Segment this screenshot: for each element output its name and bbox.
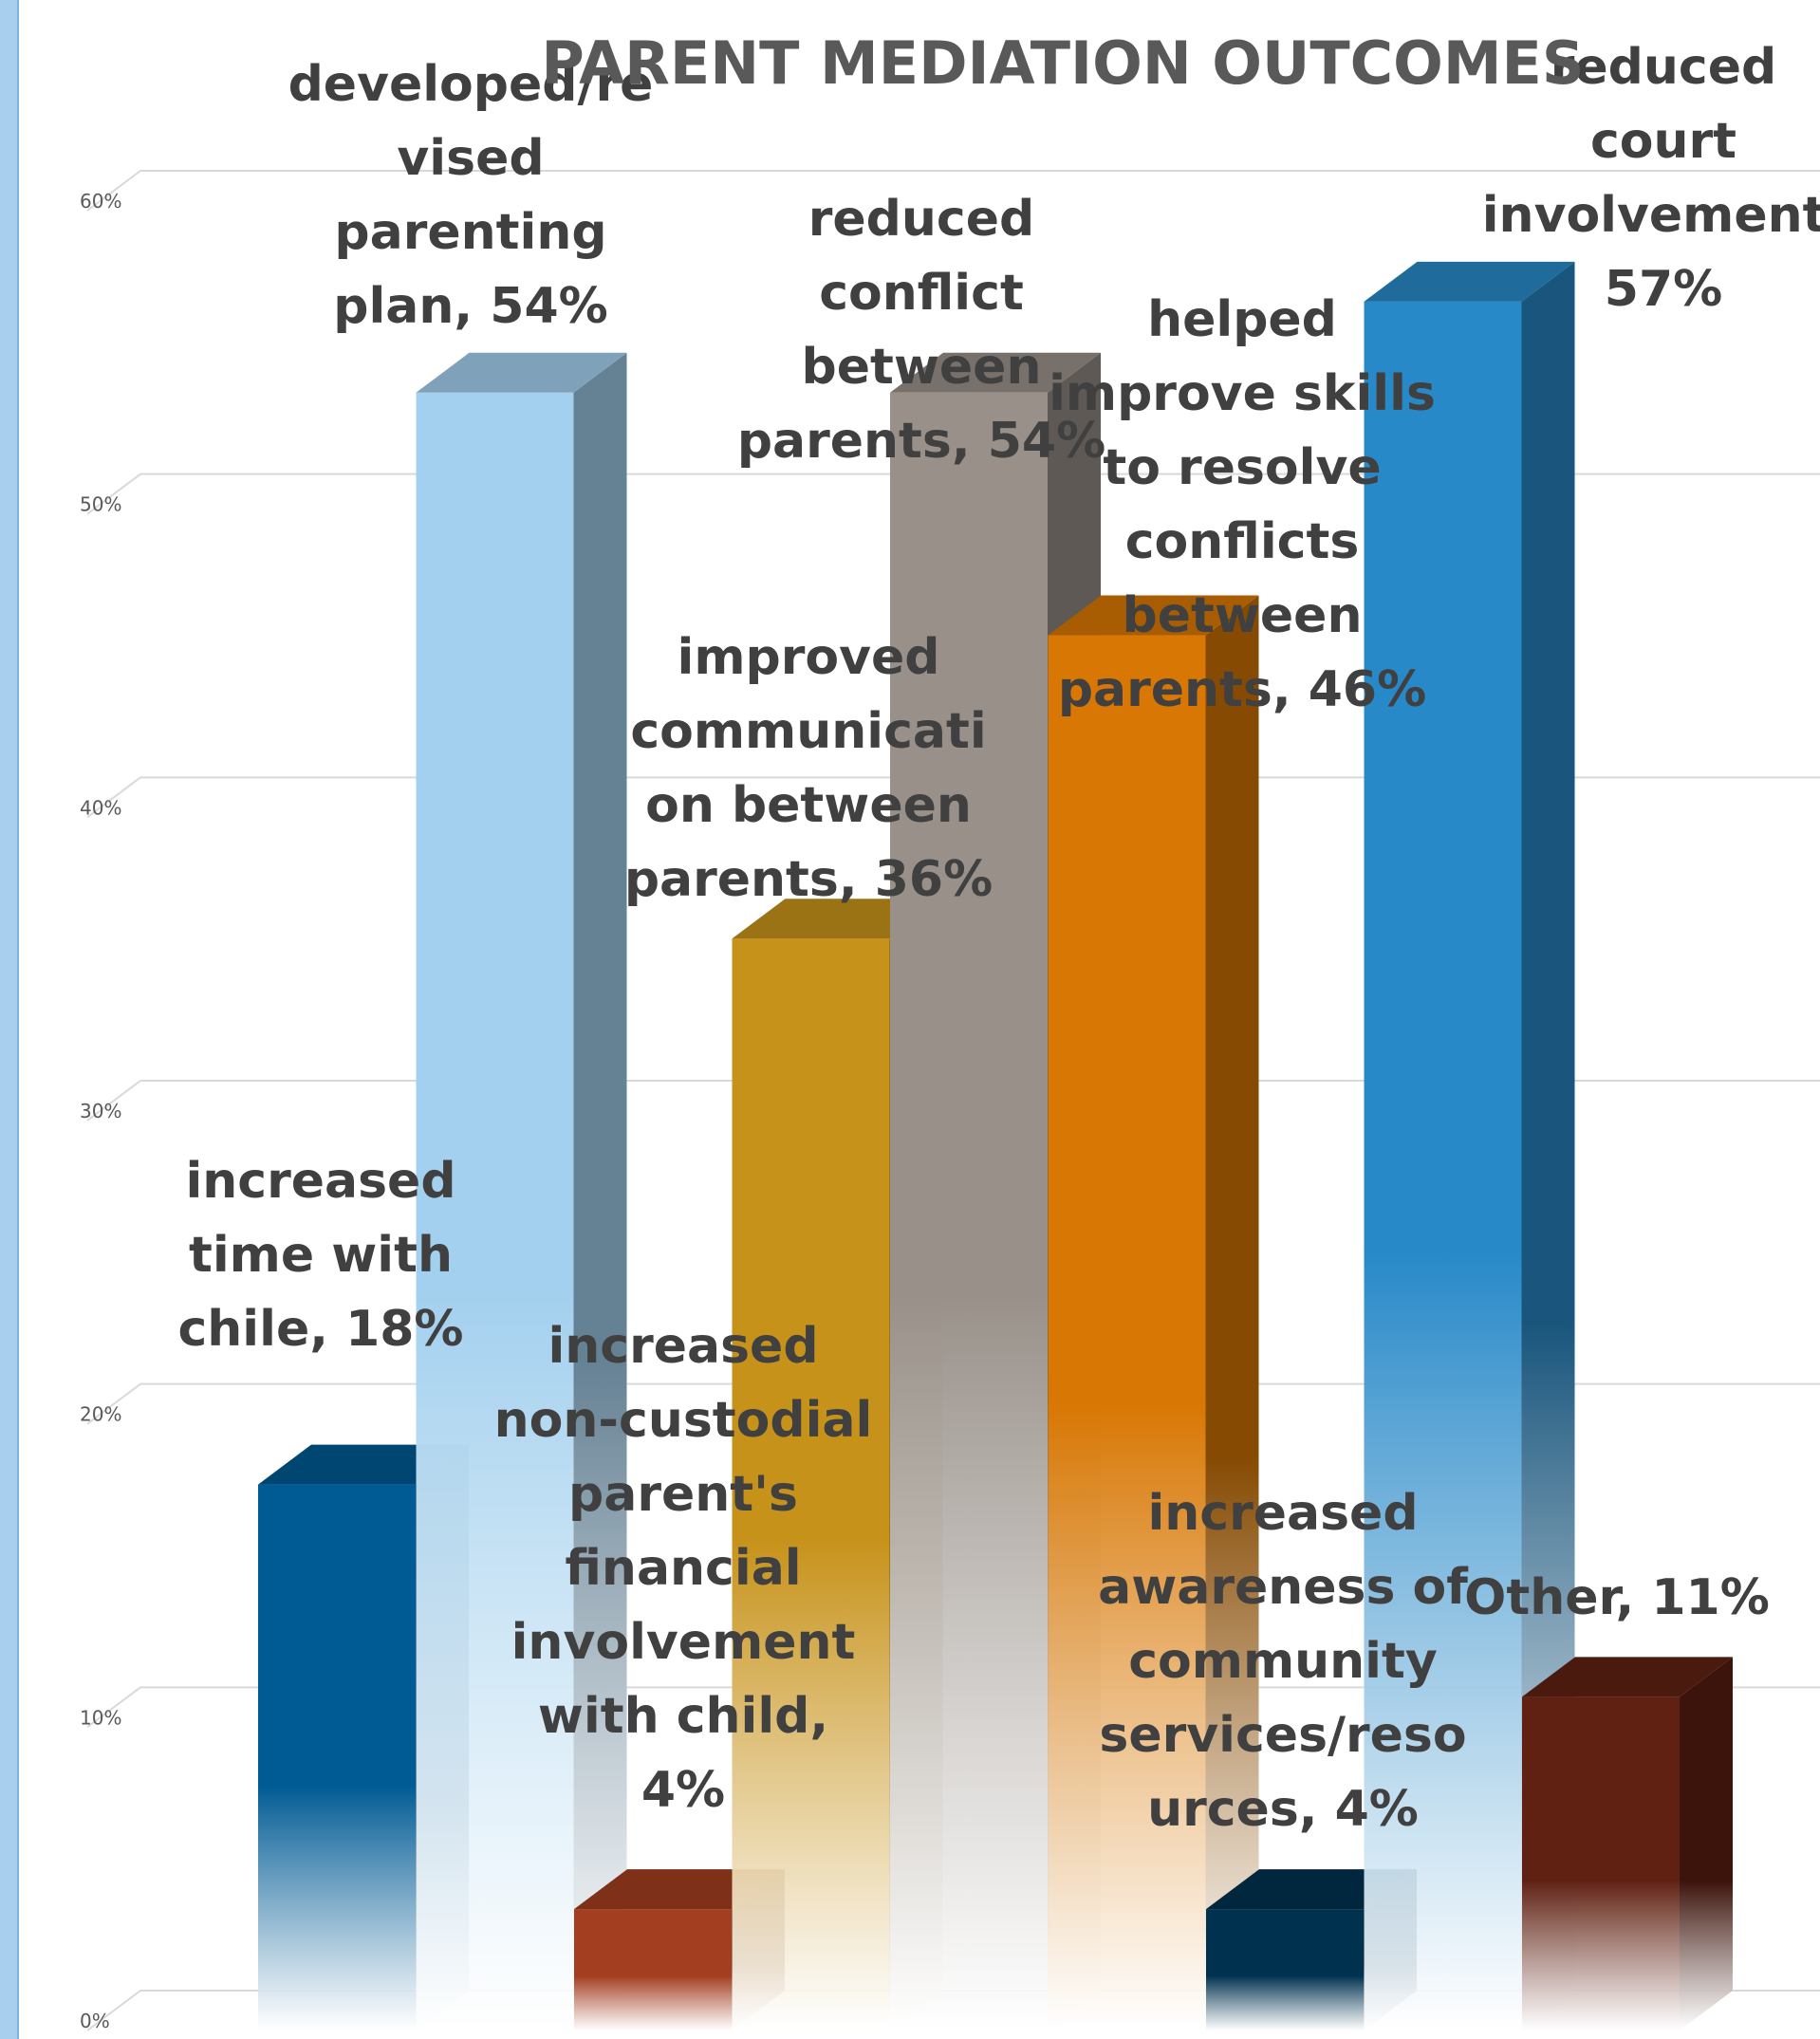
data-label: increased awareness of community services/r… [1098,1485,1469,1838]
bar-front [890,392,1048,2030]
bar-front [1364,301,1522,2030]
data-label: reduced court involvement, 57% [1482,39,1820,318]
data-label: increased non-custodial parent's financial i… [494,1318,873,1819]
bar-front [1522,1696,1680,2030]
gridline-depth [86,1080,141,1121]
bar-front [1048,635,1206,2030]
y-tick-label: 0% [80,2010,110,2032]
gridline-depth [86,1686,141,1729]
y-tick-label: 10% [80,1706,121,1729]
data-label: developed/re vised parenting plan, 54% [288,56,654,335]
bar-side [1205,595,1259,2030]
gridline-depth [86,1990,141,2031]
bars [258,261,1733,2031]
y-axis-ticks: 0% 10% 20% 30% 40% 50% 60% [80,190,121,2032]
bar-6 [1048,595,1259,2030]
bar-top [416,352,627,393]
y-tick-label: 30% [80,1100,121,1122]
bar-front [1206,1909,1364,2030]
bar-front [732,938,890,2031]
bar-9 [1522,1657,1733,2030]
data-label: Other, 11% [1464,1569,1770,1626]
y-tick-label: 60% [80,190,121,213]
bar-front [258,1484,416,2030]
bar-front [574,1909,732,2030]
gridline-depth [86,473,141,515]
bar-top [1522,1657,1733,1697]
data-labels: increased time with chile, 18% developed/re… [177,39,1820,1838]
y-tick-label: 40% [80,796,121,819]
gridline-depth [86,1382,141,1425]
bar-top [1364,261,1575,302]
gridline-depth [86,776,141,819]
data-label: helped improve skills to resolve conflicts b… [1049,291,1436,718]
data-label: improved communicati on between parents, 36… [624,629,993,908]
gridline-depth [86,170,141,212]
left-edge-border [0,0,19,2039]
data-label: reduced conflict between parents, 54% [737,191,1105,470]
y-tick-label: 20% [80,1403,121,1426]
data-label: increased time with chile, 18% [177,1153,463,1358]
chart-title: PARENT MEDIATION OUTCOMES [541,28,1584,98]
bar-front [416,392,574,2030]
bar-side [573,352,627,2030]
bar-8 [1364,261,1575,2030]
bar-side [1521,261,1575,2030]
bar-top [1048,595,1259,636]
y-tick-label: 50% [80,493,121,516]
bar-2 [416,352,627,2030]
bar-side [1680,1657,1733,2030]
bar-top [890,352,1101,393]
